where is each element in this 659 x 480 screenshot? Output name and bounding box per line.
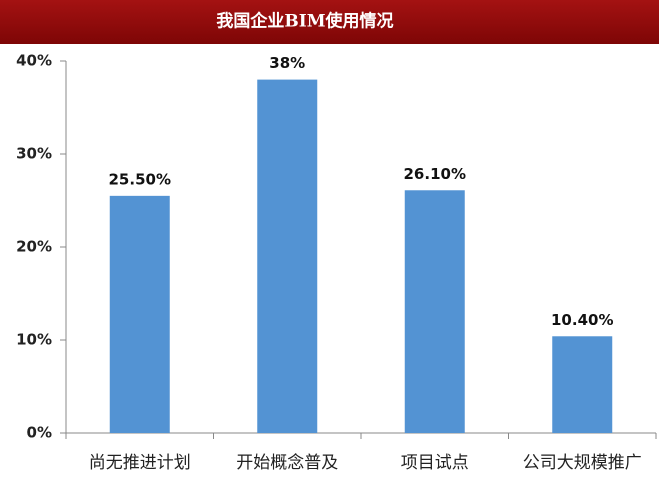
y-tick-label: 10% bbox=[16, 331, 52, 349]
y-tick-label: 0% bbox=[27, 424, 52, 442]
x-tick-label: 项目试点 bbox=[401, 453, 469, 473]
x-tick-label: 开始概念普及 bbox=[236, 452, 338, 473]
bar bbox=[404, 190, 465, 433]
title-banner bbox=[0, 0, 659, 44]
value-label: 38% bbox=[269, 54, 305, 72]
bar bbox=[552, 336, 613, 433]
chart-title: 我国企业BIM使用情况 bbox=[216, 11, 393, 32]
x-tick-label: 尚无推进计划 bbox=[89, 453, 191, 473]
value-label: 25.50% bbox=[109, 170, 171, 188]
y-tick-label: 30% bbox=[16, 145, 52, 163]
bar bbox=[257, 79, 318, 433]
x-tick-label: 公司大规模推广 bbox=[523, 453, 642, 473]
value-label: 10.40% bbox=[551, 311, 613, 329]
y-tick-label: 40% bbox=[16, 52, 52, 70]
y-tick-label: 20% bbox=[16, 238, 52, 256]
value-label: 26.10% bbox=[404, 165, 466, 183]
bar bbox=[109, 195, 170, 433]
